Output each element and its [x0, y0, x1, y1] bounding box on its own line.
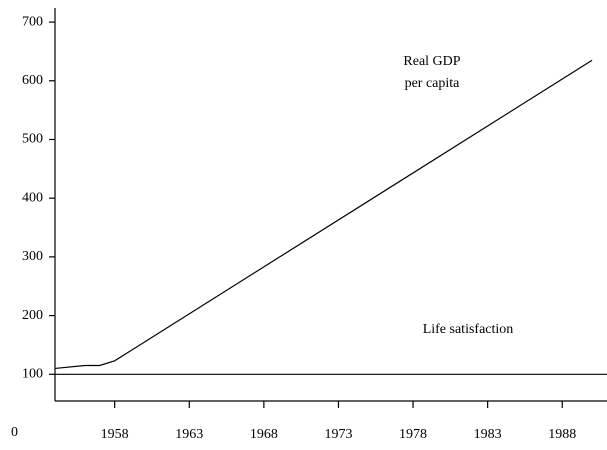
x-tick-label: 1983 [474, 427, 502, 442]
y-tick-label: 0 [11, 425, 18, 440]
y-tick-label: 400 [22, 190, 43, 205]
x-tick-label: 1988 [548, 427, 576, 442]
annotation: Life satisfaction [423, 322, 514, 337]
y-tick-label: 700 [22, 14, 43, 29]
annotation: per capita [405, 76, 461, 91]
x-tick-label: 1963 [175, 427, 203, 442]
y-tick-label: 500 [22, 132, 43, 147]
x-tick-label: 1958 [101, 427, 129, 442]
annotation: Real GDP [403, 54, 460, 69]
x-tick-label: 1968 [250, 427, 278, 442]
y-tick-label: 100 [22, 367, 43, 382]
x-tick-label: 1978 [399, 427, 427, 442]
y-tick-label: 200 [22, 308, 43, 323]
series-line [54, 59, 593, 370]
x-tick-label: 1973 [324, 427, 352, 442]
y-tick-label: 600 [22, 73, 43, 88]
y-tick-label: 300 [22, 249, 43, 264]
